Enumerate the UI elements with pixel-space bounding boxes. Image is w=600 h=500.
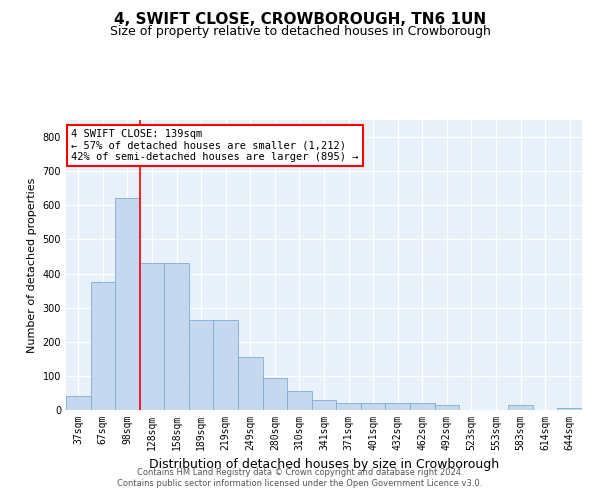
Bar: [287, 391, 312, 410]
Bar: [238, 357, 263, 410]
Bar: [410, 403, 434, 410]
Bar: [214, 320, 238, 410]
Bar: [508, 405, 533, 410]
Text: Contains HM Land Registry data © Crown copyright and database right 2024.
Contai: Contains HM Land Registry data © Crown c…: [118, 468, 482, 487]
Bar: [336, 403, 361, 410]
Text: Size of property relative to detached houses in Crowborough: Size of property relative to detached ho…: [110, 25, 490, 38]
X-axis label: Distribution of detached houses by size in Crowborough: Distribution of detached houses by size …: [149, 458, 499, 471]
Bar: [66, 396, 91, 410]
Text: 4, SWIFT CLOSE, CROWBOROUGH, TN6 1UN: 4, SWIFT CLOSE, CROWBOROUGH, TN6 1UN: [114, 12, 486, 28]
Bar: [385, 403, 410, 410]
Bar: [115, 198, 140, 410]
Bar: [263, 378, 287, 410]
Y-axis label: Number of detached properties: Number of detached properties: [27, 178, 37, 352]
Text: 4 SWIFT CLOSE: 139sqm
← 57% of detached houses are smaller (1,212)
42% of semi-d: 4 SWIFT CLOSE: 139sqm ← 57% of detached …: [71, 128, 359, 162]
Bar: [434, 405, 459, 410]
Bar: [91, 282, 115, 410]
Bar: [164, 264, 189, 410]
Bar: [189, 320, 214, 410]
Bar: [557, 408, 582, 410]
Bar: [140, 264, 164, 410]
Bar: [361, 403, 385, 410]
Bar: [312, 400, 336, 410]
